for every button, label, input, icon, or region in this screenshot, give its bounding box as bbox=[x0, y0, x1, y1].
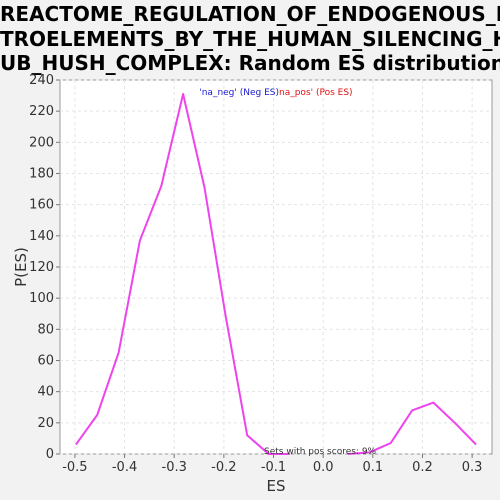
x-axis: -0.5 -0.4 -0.3 -0.2 -0.1 0.0 0.1 0.2 0.3 bbox=[62, 454, 482, 475]
y-tick-label: 60 bbox=[37, 354, 54, 369]
y-tick-label: 160 bbox=[29, 198, 54, 213]
y-tick-label: 200 bbox=[29, 135, 54, 150]
y-tick-label: 240 bbox=[29, 73, 54, 88]
y-tick-label: 220 bbox=[29, 104, 54, 119]
series-lines bbox=[75, 93, 477, 455]
y-axis: 0 20 40 60 80 100 120 140 160 180 200 220 240 bbox=[29, 73, 60, 462]
legend-entry-pos: na_pos' (Pos ES) bbox=[279, 88, 353, 98]
x-tick-label: -0.2 bbox=[211, 460, 236, 475]
x-tick-label: 0.0 bbox=[313, 460, 334, 475]
y-tick-label: 20 bbox=[37, 416, 54, 431]
x-tick-label: 0.1 bbox=[362, 460, 383, 475]
legend-entry-neg: 'na_neg' (Neg ES) bbox=[199, 88, 279, 98]
y-tick-label: 120 bbox=[29, 260, 54, 275]
y-tick-label: 80 bbox=[37, 322, 54, 337]
x-tick-label: 0.3 bbox=[462, 460, 483, 475]
y-tick-label: 140 bbox=[29, 229, 54, 244]
chart-title-line-2: TROELEMENTS_BY_THE_HUMAN_SILENCING_H bbox=[0, 26, 500, 51]
x-tick-label: -0.3 bbox=[162, 460, 187, 475]
series-line-neg bbox=[75, 93, 290, 455]
grid-lines bbox=[60, 79, 492, 455]
chart-title-line-3: UB_HUSH_COMPLEX: Random ES distribution bbox=[0, 51, 500, 75]
y-tick-label: 100 bbox=[29, 291, 54, 306]
y-tick-label: 180 bbox=[29, 167, 54, 182]
series-line-pos bbox=[347, 401, 477, 455]
y-axis-title: P(ES) bbox=[12, 247, 30, 287]
x-axis-title: ES bbox=[267, 477, 286, 495]
chart-title-line-1: REACTOME_REGULATION_OF_ENDOGENOUS_RE bbox=[0, 2, 500, 26]
x-tick-label: -0.1 bbox=[261, 460, 286, 475]
x-tick-label: 0.2 bbox=[412, 460, 433, 475]
x-tick-label: -0.4 bbox=[112, 460, 137, 475]
chart-title: REACTOME_REGULATION_OF_ENDOGENOUS_RE TRO… bbox=[0, 2, 500, 76]
y-tick-label: 0 bbox=[46, 447, 54, 462]
pos-scores-annotation: Sets with pos scores: 9% bbox=[264, 447, 377, 457]
y-tick-label: 40 bbox=[37, 385, 54, 400]
x-tick-label: -0.5 bbox=[62, 460, 87, 475]
